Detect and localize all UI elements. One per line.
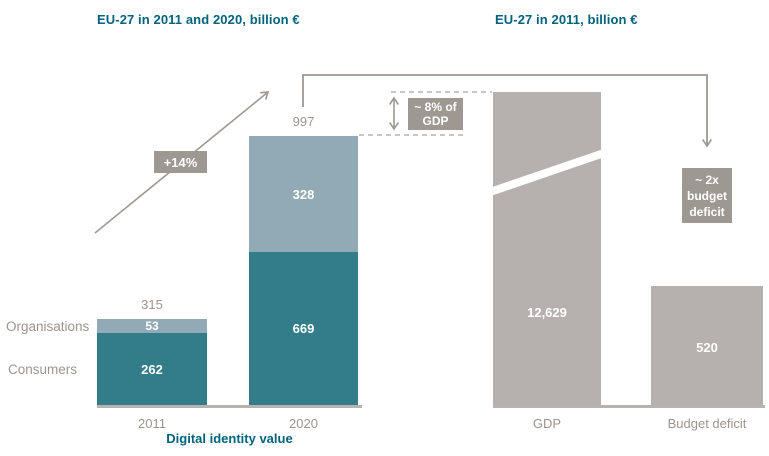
bar-2011-organisations-value: 53 <box>145 319 159 333</box>
gdp-bar-value: 12,629 <box>493 304 601 320</box>
left-chart-title: EU-27 in 2011 and 2020, billion € <box>97 12 300 27</box>
deficit-multiple-line-3: deficit <box>689 204 725 219</box>
left-chart-axis-label: Digital identity value <box>166 431 293 446</box>
budget-deficit-bar <box>651 286 763 405</box>
bar-2011-consumers-value: 262 <box>141 361 163 377</box>
right-chart-title: EU-27 in 2011, billion € <box>495 12 638 27</box>
legend-organisations: Organisations <box>6 319 90 334</box>
bar-2020-organisations-value: 328 <box>292 186 315 202</box>
category-label-budget-deficit: Budget deficit <box>667 416 747 431</box>
right-chart-baseline <box>493 405 765 408</box>
bar-2011-organisations-segment: 53 <box>97 319 207 333</box>
category-label-2020: 2020 <box>289 416 318 431</box>
gdp-value-text: 12,629 <box>527 304 567 320</box>
budget-deficit-value-text: 520 <box>696 339 718 355</box>
bar-2011-consumers-segment: 262 <box>97 333 207 405</box>
bar-2020-organisations-segment: 328 <box>249 136 358 252</box>
growth-annotation-box: +14% <box>154 151 207 173</box>
category-label-2011: 2011 <box>138 416 166 431</box>
left-chart-baseline <box>97 405 362 408</box>
category-label-gdp: GDP <box>532 416 562 431</box>
bar-2011-total: 315 <box>141 297 163 312</box>
gdp-share-line-1: ~ 8% of <box>414 100 457 114</box>
bar-2020-consumers-value: 669 <box>292 321 315 336</box>
deficit-multiple-annotation-box: ~ 2x budget deficit <box>682 168 732 223</box>
bar-2020-consumers-segment: 669 <box>249 252 358 405</box>
gdp-bar <box>493 92 601 405</box>
gdp-share-annotation-box: ~ 8% of GDP <box>408 98 463 130</box>
budget-deficit-bar-value: 520 <box>651 339 763 355</box>
deficit-multiple-line-1: ~ 2x <box>695 172 719 187</box>
gdp-share-line-2: GDP <box>422 114 449 128</box>
growth-annotation-label: +14% <box>163 154 198 170</box>
deficit-multiple-line-2: budget <box>687 188 727 203</box>
legend-consumers: Consumers <box>8 362 78 377</box>
bar-2020-total: 997 <box>292 114 315 129</box>
